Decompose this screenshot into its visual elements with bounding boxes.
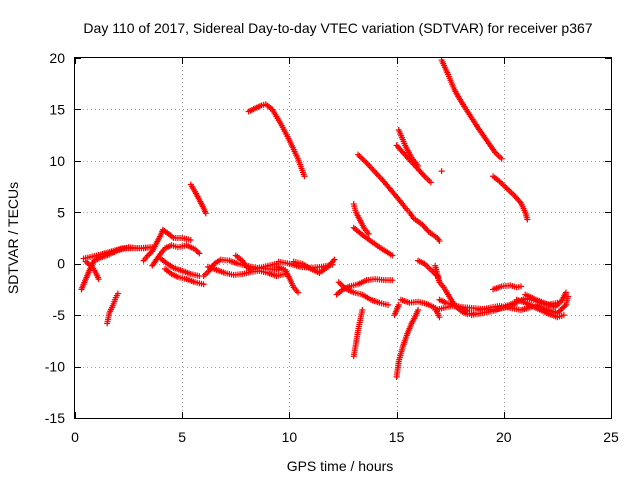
data-point — [357, 154, 364, 161]
data-point — [558, 305, 565, 312]
data-point — [187, 237, 194, 244]
x-tick-label: 20 — [496, 429, 512, 445]
data-point — [436, 238, 443, 245]
data-point — [95, 276, 102, 283]
series-track-34 — [438, 168, 445, 175]
series-track-02 — [80, 244, 156, 262]
data-point — [389, 252, 396, 259]
series-track-19 — [350, 307, 366, 360]
data-point — [415, 163, 422, 169]
series-track-07 — [162, 265, 207, 288]
series-track-33 — [438, 57, 505, 162]
y-tick-label: -5 — [53, 307, 66, 323]
data-point — [114, 290, 121, 297]
series-track-40 — [522, 289, 569, 310]
y-tick-label: -15 — [45, 410, 65, 426]
data-point — [196, 250, 203, 257]
data-point — [436, 314, 443, 321]
y-tick-label: 15 — [49, 101, 65, 117]
series-track-23 — [393, 142, 434, 186]
x-tick-label: 0 — [71, 429, 79, 445]
series-track-09 — [187, 181, 209, 217]
series-track-13 — [245, 101, 308, 180]
data-point — [427, 179, 434, 186]
y-tick-label: 20 — [49, 50, 65, 66]
data-points — [78, 57, 572, 380]
data-point — [498, 155, 505, 162]
data-point — [301, 173, 308, 180]
series-track-20 — [350, 201, 372, 237]
data-point — [560, 312, 567, 319]
plot-frame — [74, 57, 612, 419]
x-tick-label: 10 — [282, 429, 298, 445]
series-track-37 — [490, 282, 524, 293]
y-tick-label: 5 — [57, 204, 65, 220]
series-track-06 — [149, 242, 203, 269]
data-point — [146, 251, 153, 258]
data-point — [194, 249, 201, 256]
data-point — [389, 277, 396, 284]
data-point — [464, 308, 471, 315]
series-track-22 — [355, 151, 411, 214]
y-axis-label: SDTVAR / TECUs — [5, 182, 21, 294]
series-track-21 — [350, 224, 396, 259]
series-track-32 — [432, 302, 471, 315]
y-tick-label: 0 — [57, 256, 65, 272]
data-point — [331, 256, 338, 263]
y-tick-label: 10 — [49, 153, 65, 169]
series-track-18 — [335, 279, 392, 308]
series-track-01 — [78, 244, 154, 293]
series-track-25 — [393, 307, 422, 380]
x-axis-label: GPS time / hours — [287, 458, 394, 474]
data-point — [502, 183, 509, 190]
series-track-41 — [532, 293, 572, 317]
grid-lines — [75, 58, 611, 418]
series-track-28 — [406, 209, 443, 245]
data-point — [355, 151, 362, 158]
data-point — [294, 289, 301, 296]
series-track-38 — [475, 302, 535, 313]
data-point — [359, 307, 366, 313]
chart-title: Day 110 of 2017, Sidereal Day-to-day VTE… — [83, 20, 592, 36]
data-point — [395, 301, 402, 308]
x-tick-label: 5 — [178, 429, 186, 445]
data-point — [202, 210, 209, 217]
series-track-03 — [82, 258, 102, 283]
data-point — [360, 157, 367, 164]
series-track-08 — [157, 255, 203, 280]
series-track-24 — [395, 127, 422, 169]
series-track-16 — [290, 256, 338, 276]
data-point — [365, 230, 372, 237]
axis-ticks: 0 5 10 15 20 25 -15 -10 -5 0 5 10 15 20 — [45, 50, 619, 445]
series-track-12 — [232, 252, 280, 273]
data-point — [438, 168, 445, 175]
data-point — [560, 304, 567, 311]
y-tick-label: -10 — [45, 359, 65, 375]
data-point — [555, 308, 562, 315]
data-point — [356, 153, 363, 160]
series-track-05 — [140, 226, 194, 264]
data-point — [362, 158, 369, 165]
data-point — [565, 293, 572, 300]
data-point — [500, 182, 507, 189]
x-tick-label: 25 — [603, 429, 619, 445]
x-tick-label: 15 — [389, 429, 405, 445]
series-track-26 — [391, 301, 402, 319]
data-point — [385, 301, 392, 308]
data-point — [359, 155, 366, 162]
series-track-35 — [490, 173, 531, 223]
series-track-14 — [273, 263, 301, 296]
data-point — [524, 216, 531, 223]
series-track-04 — [104, 290, 121, 327]
data-point — [415, 307, 422, 313]
data-point — [200, 281, 207, 288]
data-point — [517, 283, 524, 290]
data-point — [562, 289, 569, 296]
